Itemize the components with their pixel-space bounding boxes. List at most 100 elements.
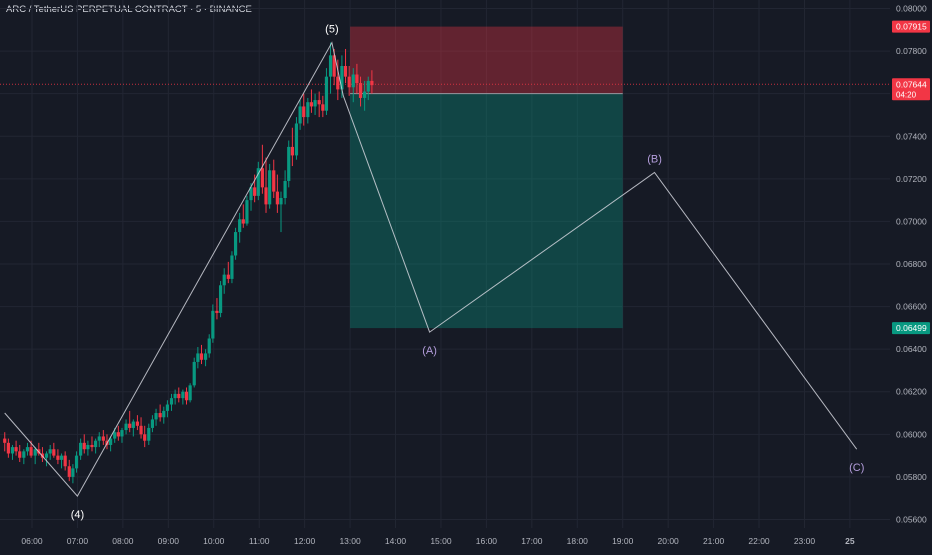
- candle-body: [343, 66, 348, 77]
- candle-body: [207, 338, 211, 354]
- time-tick-label: 21:00: [703, 536, 725, 546]
- time-tick-label: 09:00: [158, 536, 180, 546]
- time-tick-label: 07:00: [67, 536, 89, 546]
- time-tick-label: 13:00: [339, 536, 361, 546]
- candle-body: [25, 447, 30, 452]
- time-tick-label: 25: [845, 536, 855, 546]
- candle-body: [238, 219, 242, 233]
- candle-body: [71, 468, 75, 477]
- candle-body: [279, 198, 283, 205]
- candle-body: [63, 455, 67, 467]
- candle-body: [94, 440, 98, 448]
- candle-body: [290, 146, 294, 156]
- candle-body: [131, 421, 135, 428]
- candle-body: [97, 436, 101, 441]
- take-profit-zone[interactable]: [350, 93, 623, 329]
- candle-body: [340, 66, 344, 90]
- price-tick-label: 0.05600: [896, 514, 927, 524]
- candle-body: [253, 187, 257, 196]
- candle-body: [169, 398, 174, 405]
- price-tick-label: 0.07800: [896, 46, 927, 56]
- candle-body: [241, 219, 245, 224]
- candle-body: [22, 451, 26, 458]
- candle-body: [309, 102, 314, 107]
- candle-body: [48, 449, 52, 454]
- candle-body: [3, 438, 7, 443]
- candle-body: [370, 80, 374, 86]
- candle-body: [351, 74, 355, 88]
- candle-body: [245, 200, 249, 224]
- price-tick-label: 0.06400: [896, 344, 927, 354]
- time-axis: [0, 528, 932, 550]
- last-price-tag-countdown: 04:20: [896, 90, 917, 99]
- candle-body: [173, 393, 177, 399]
- price-tick-label: 0.06000: [896, 429, 927, 439]
- candle-body: [226, 274, 230, 279]
- candle-body: [272, 170, 276, 192]
- candle-body: [18, 451, 22, 458]
- candle-body: [79, 442, 83, 456]
- price-tick-label: 0.05800: [896, 472, 927, 482]
- candle-body: [268, 170, 272, 205]
- candle-body: [196, 353, 200, 362]
- wave-label: (4): [71, 509, 84, 521]
- last-price-tag-text: 0.07644: [896, 79, 927, 89]
- price-tick-label: 0.07400: [896, 131, 927, 141]
- candle-body: [154, 413, 158, 420]
- candle-body: [249, 187, 253, 201]
- candle-body: [82, 442, 86, 450]
- candle-body: [199, 353, 204, 360]
- elliott-wave-path[interactable]: [4, 41, 858, 497]
- time-tick-label: 19:00: [612, 536, 634, 546]
- stop-loss-zone[interactable]: [350, 26, 623, 94]
- candle-body: [256, 168, 260, 196]
- candle-body: [14, 447, 18, 452]
- candle-body: [298, 106, 302, 124]
- candle-body: [275, 191, 279, 205]
- candle-body: [332, 55, 336, 77]
- candle-body: [287, 146, 291, 181]
- wave-label: (C): [849, 462, 864, 474]
- candle-body: [283, 180, 287, 198]
- candle-body: [128, 423, 132, 428]
- candle-body: [67, 466, 71, 477]
- stop-price-tag-text: 0.07915: [896, 22, 927, 32]
- candle-body: [181, 391, 185, 399]
- target-price-tag-text: 0.06499: [896, 323, 927, 333]
- candle-body: [29, 447, 33, 456]
- time-tick-label: 23:00: [794, 536, 816, 546]
- candle-body: [215, 310, 219, 313]
- candle-body: [116, 432, 120, 437]
- wave-label: (B): [647, 153, 662, 165]
- candle-body: [124, 423, 128, 431]
- candle-body: [313, 100, 317, 107]
- candle-body: [264, 187, 268, 205]
- candle-body: [306, 102, 310, 118]
- wave-label: (A): [422, 345, 437, 357]
- candle-body: [177, 393, 181, 399]
- price-tick-label: 0.06800: [896, 259, 927, 269]
- time-tick-label: 20:00: [658, 536, 680, 546]
- time-tick-label: 11:00: [249, 536, 270, 546]
- candle-body: [218, 285, 223, 313]
- candle-body: [355, 74, 359, 84]
- time-tick-label: 14:00: [385, 536, 407, 546]
- time-tick-label: 17:00: [521, 536, 543, 546]
- candle-body: [90, 444, 94, 448]
- candle-body: [294, 123, 299, 156]
- candle-body: [109, 438, 113, 445]
- candle-body: [363, 91, 367, 98]
- candle-body: [366, 80, 370, 92]
- candle-body: [158, 413, 162, 418]
- price-tick-label: 0.06200: [896, 387, 927, 397]
- price-tick-label: 0.07200: [896, 174, 927, 184]
- candle-body: [86, 444, 90, 450]
- candle-body: [165, 404, 170, 411]
- candle-body: [52, 449, 56, 456]
- candle-body: [233, 232, 238, 256]
- candle-body: [324, 76, 329, 111]
- candle-body: [33, 449, 37, 456]
- candle-body: [192, 361, 196, 386]
- candle-body: [10, 447, 15, 454]
